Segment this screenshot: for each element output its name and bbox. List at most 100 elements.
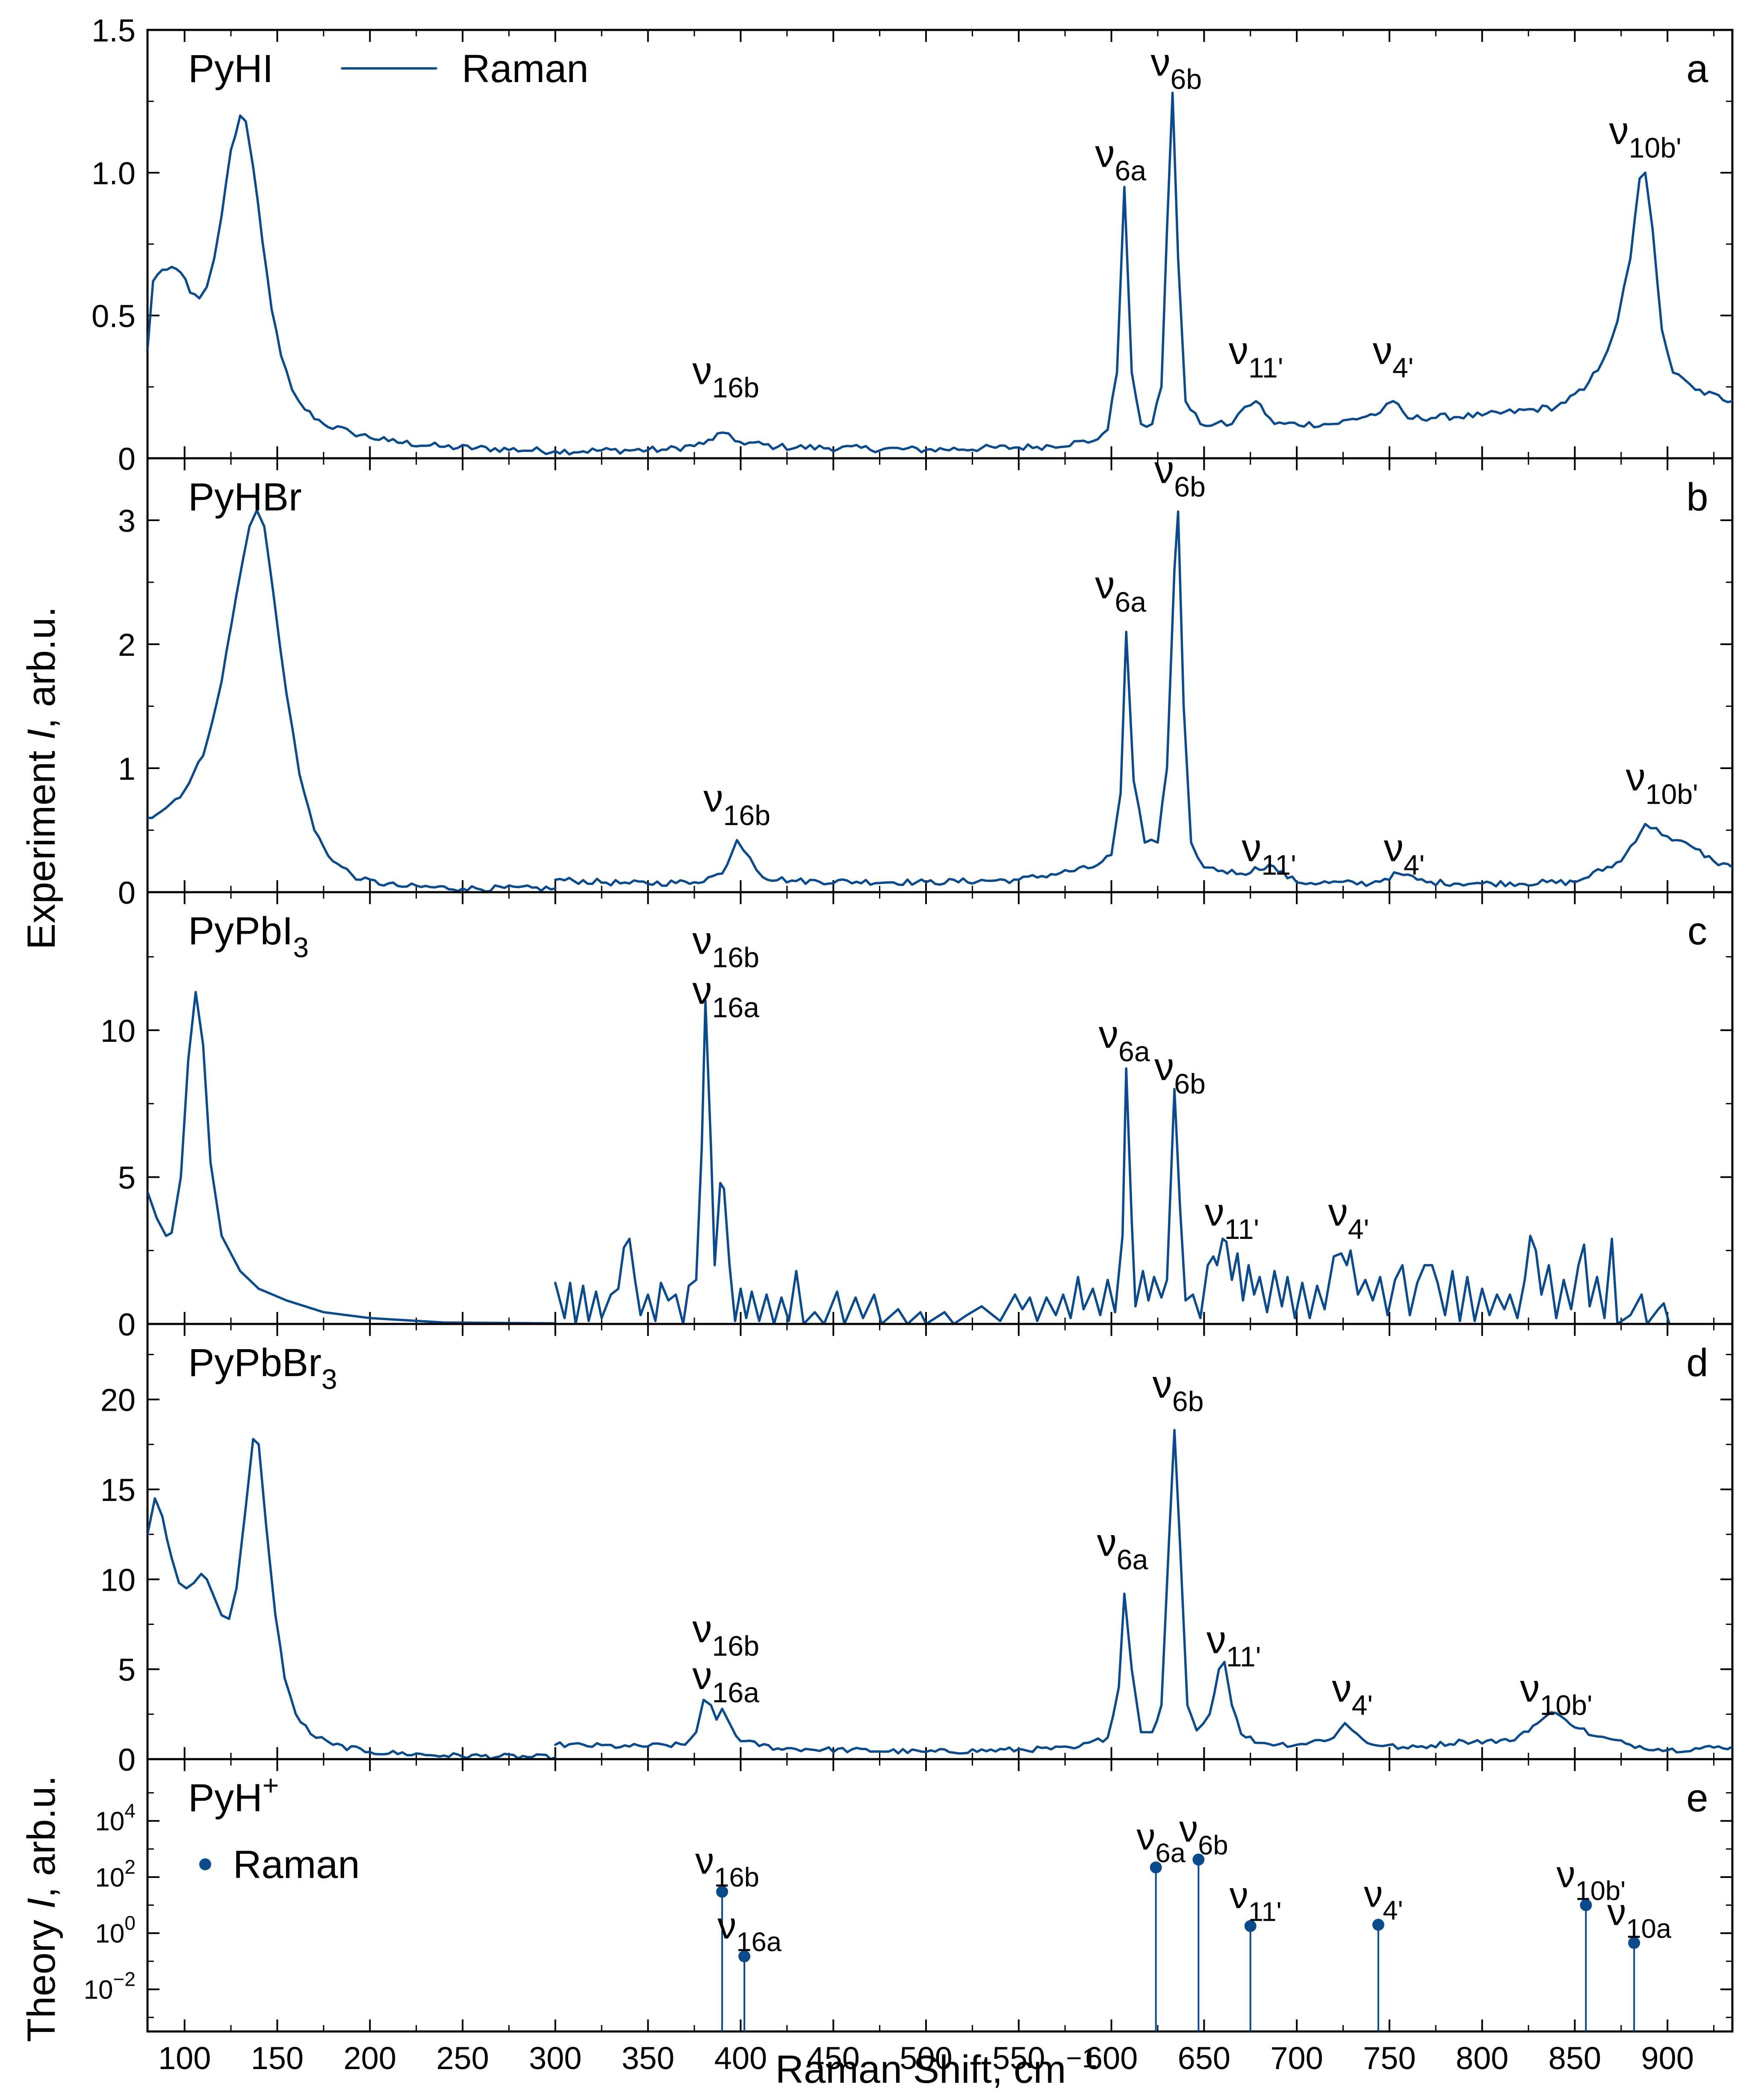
theory-label-10a-sub: 10a: [1626, 1914, 1671, 1944]
peak-label-6a: ν6a: [1095, 563, 1146, 618]
peak-label-10bp-main: ν: [1609, 109, 1629, 153]
peak-label-16a-sub: 16a: [712, 992, 759, 1023]
y-tick-label: 0: [118, 441, 136, 477]
x-tick-label: 850: [1549, 2040, 1601, 2076]
x-tick-label: 750: [1363, 2040, 1416, 2076]
peak-label-6a-main: ν: [1095, 563, 1115, 607]
x-tick-label: 200: [344, 2040, 396, 2076]
series-line-c-0: [147, 991, 557, 1324]
x-tick-label: 250: [436, 2040, 489, 2076]
peak-label-10bp: ν10b': [1609, 109, 1681, 164]
peak-label-6b-main: ν: [1154, 1045, 1174, 1089]
peak-label-11p-main: ν: [1229, 329, 1248, 373]
peak-label-11p-sub: 11': [1261, 849, 1296, 881]
legend-label: Raman: [462, 47, 589, 91]
stem-marker: [1580, 1899, 1592, 1911]
x-tick-label: 400: [714, 2040, 767, 2076]
peak-label-6a-sub: 6a: [1118, 1036, 1150, 1067]
peak-label-16b-main: ν: [703, 777, 723, 820]
panel-b-frame: [146, 457, 1734, 893]
x-axis-label: Raman Shift, cm−1: [776, 2043, 1097, 2091]
peak-label-11p-sub: 11': [1248, 352, 1283, 384]
theory-label-10bp: ν10b': [1557, 1853, 1626, 1906]
series-line-d-1: [554, 1429, 1732, 1755]
y-tick-label: 5: [118, 1160, 136, 1195]
theory-label-16b: ν16b: [695, 1840, 759, 1893]
peak-label-4p-sub: 4': [1404, 849, 1425, 881]
panel-title: PyHBr: [188, 475, 302, 519]
peak-label-16a-main: ν: [692, 969, 712, 1012]
peak-label-6b-main: ν: [1154, 448, 1174, 492]
y-tick-label: 10: [100, 1562, 136, 1598]
y-tick-label: 1.0: [91, 156, 136, 191]
peak-label-6a-main: ν: [1097, 1521, 1117, 1565]
theory-label-11p: ν11': [1230, 1874, 1282, 1927]
panel-title: PyHI: [188, 47, 273, 91]
y-tick-exp: −2: [113, 1968, 136, 1990]
peak-label-16b: ν16b: [703, 777, 770, 831]
peak-label-10bp-sub: 10b': [1646, 778, 1698, 810]
y-tick-label: 15: [100, 1472, 136, 1508]
peak-label-4p: ν4': [1373, 329, 1413, 384]
peak-label-6a-main: ν: [1095, 132, 1115, 176]
peak-label-6b-main: ν: [1150, 41, 1170, 84]
peak-label-4p-main: ν: [1328, 1191, 1348, 1234]
peak-label-4p-main: ν: [1332, 1666, 1351, 1710]
panel-title-text: PyHBr: [188, 475, 302, 519]
stem-marker: [1244, 1920, 1257, 1932]
theory-label-6b-sub: 6b: [1198, 1831, 1228, 1860]
x-tick-label: 600: [1085, 2040, 1138, 2076]
y-tick-label: 1.5: [91, 13, 136, 48]
peak-label-11p: ν11': [1229, 329, 1283, 384]
x-axis-label-sup: −1: [1066, 2043, 1097, 2073]
peak-label-6b: ν6b: [1153, 1362, 1204, 1417]
theory-label-4p-main: ν: [1364, 1872, 1383, 1915]
peak-label-6a-sub: 6a: [1117, 1544, 1148, 1576]
theory-label-10a: ν10a: [1607, 1891, 1671, 1944]
y-tick-label: 0: [118, 1307, 136, 1342]
theory-label-10bp-sub: 10b': [1575, 1876, 1626, 1906]
peak-label-6a: ν6a: [1099, 1013, 1150, 1067]
peak-label-11p-sub: 11': [1226, 1641, 1261, 1673]
theory-label-16b-main: ν: [695, 1840, 714, 1882]
peak-label-11p-main: ν: [1242, 826, 1261, 870]
panel-letter: a: [1686, 47, 1708, 91]
peak-label-16a: ν16a: [692, 969, 759, 1023]
x-tick-label: 700: [1270, 2040, 1323, 2076]
peak-label-16b-sub: 16b: [712, 1630, 759, 1662]
peak-label-6a-sub: 6a: [1115, 587, 1146, 618]
theory-label-4p-sub: 4': [1383, 1896, 1403, 1925]
x-tick-label: 800: [1456, 2040, 1508, 2076]
peak-label-16b-main: ν: [692, 919, 712, 962]
panel-d-frame: [146, 1323, 1734, 1760]
y-tick-label: 3: [118, 503, 136, 539]
panel-title: PyPbBr3: [188, 1341, 337, 1395]
peak-label-16b: ν16b: [692, 349, 759, 404]
peak-label-11p-main: ν: [1206, 1618, 1226, 1662]
stem-marker: [1192, 1853, 1205, 1866]
y-tick-label: 10: [100, 1013, 136, 1049]
legend-swatch-marker: [199, 1858, 211, 1870]
y-tick-label: 1: [118, 751, 136, 787]
series-line-c-1: [554, 999, 1671, 1324]
y-label-exp-italic: I: [20, 729, 63, 740]
peak-label-11p-sub: 11': [1224, 1214, 1259, 1245]
panel-title-sub: 3: [293, 932, 309, 963]
peak-label-6b-sub: 6b: [1174, 471, 1206, 503]
x-tick-label: 450: [807, 2040, 859, 2076]
peak-label-6b-sub: 6b: [1174, 1068, 1206, 1100]
peak-label-10bp-sub: 10b': [1540, 1690, 1593, 1722]
peak-label-16b-main: ν: [692, 349, 712, 392]
y-tick-exp: 0: [124, 1912, 136, 1934]
peak-label-4p-main: ν: [1384, 826, 1404, 870]
y-tick-label: 2: [118, 627, 136, 663]
peak-label-16b: ν16b: [692, 919, 759, 973]
y-tick-label: 20: [100, 1383, 136, 1418]
x-tick-label: 300: [529, 2040, 581, 2076]
y-label-theory-italic: I: [20, 1898, 63, 1909]
x-tick-label: 350: [622, 2040, 674, 2076]
